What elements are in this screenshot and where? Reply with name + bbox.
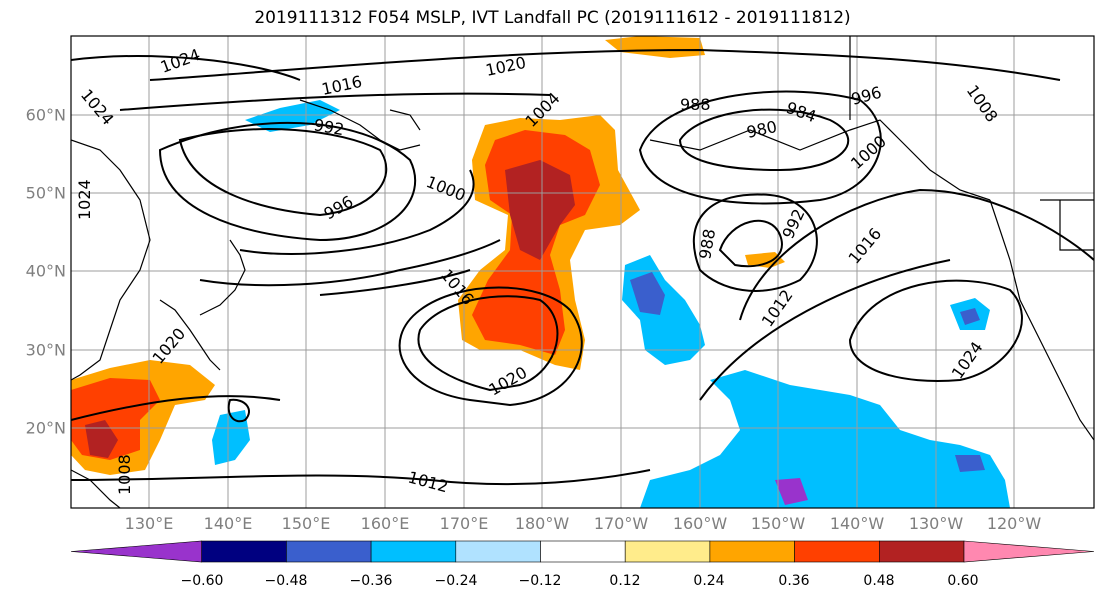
colorbar-segment: [370, 540, 457, 563]
ivt-negative-southeast: [640, 370, 1010, 508]
ivt-negative-west: [212, 410, 250, 465]
lon-label: 160°W: [672, 514, 728, 533]
colorbar-tick-label: 0.48: [863, 573, 895, 589]
lon-label: 150°W: [750, 514, 806, 533]
ivt-negative-southeast-blue: [955, 455, 985, 472]
colorbar-tick-label: 0.36: [778, 573, 810, 589]
lat-label-40n: 40°N: [25, 261, 66, 281]
lon-label: 170°W: [593, 514, 649, 533]
lat-label-20n: 20°N: [25, 418, 66, 438]
lon-label: 140°W: [829, 514, 885, 533]
lon-label: 150°E: [281, 514, 331, 533]
lon-label: 180°W: [514, 514, 570, 533]
colorbar-tick-label: −0.24: [434, 573, 478, 589]
map-frame: [70, 35, 1095, 509]
coastlines: [71, 36, 1094, 508]
lon-label: 170°E: [439, 514, 489, 533]
colorbar-segment: [878, 540, 965, 563]
lon-label: 120°W: [986, 514, 1042, 533]
colorbar-segment: [455, 540, 541, 563]
colorbar-tick-label: 0.60: [947, 573, 979, 589]
colorbar-tick-label: −0.12: [518, 573, 562, 589]
colorbar-segment: [709, 540, 795, 563]
colorbar-segment: [201, 540, 287, 563]
colorbar-segment: [963, 540, 1095, 563]
ivt-negative-central-core: [630, 272, 665, 315]
lon-label: 140°E: [203, 514, 253, 533]
mslp-contours: [71, 48, 1094, 486]
contour-label: 1008: [115, 454, 134, 495]
lat-label-50n: 50°N: [25, 183, 66, 203]
contour-label: 1024: [75, 179, 94, 220]
colorbar-tick-label: −0.36: [349, 573, 393, 589]
colorbar-tick-label: 0.24: [693, 573, 725, 589]
lon-label: 130°E: [124, 514, 174, 533]
ivt-negative-southeast-core: [775, 478, 808, 505]
colorbar-tick-label: −0.60: [180, 573, 224, 589]
lon-label: 130°W: [908, 514, 964, 533]
lat-label-60n: 60°N: [25, 105, 66, 125]
colorbar-segment: [286, 540, 372, 563]
colorbar-segment: [70, 540, 202, 563]
colorbar-segment: [540, 540, 626, 563]
colorbar-tick-label: −0.48: [264, 573, 308, 589]
ivt-positive-top: [605, 36, 705, 58]
ivt-max-west: [85, 420, 118, 458]
graticule: [71, 36, 1094, 508]
map-title: 2019111312 F054 MSLP, IVT Landfall PC (2…: [254, 8, 851, 28]
colorbar-tick-label: 0.12: [609, 573, 641, 589]
colorbar-segment: [794, 540, 880, 563]
colorbar: [70, 540, 1095, 563]
colorbar-segment: [624, 540, 711, 563]
lon-label: 160°E: [360, 514, 410, 533]
ivt-negative-east-core: [960, 308, 980, 325]
ivt-negative-shading: [212, 100, 1010, 508]
contour-label: 988: [680, 95, 711, 114]
ivt-max-region: [505, 160, 575, 260]
ivt-positive-small: [745, 252, 785, 268]
ivt-shading: [71, 36, 785, 475]
lat-label-30n: 30°N: [25, 340, 66, 360]
